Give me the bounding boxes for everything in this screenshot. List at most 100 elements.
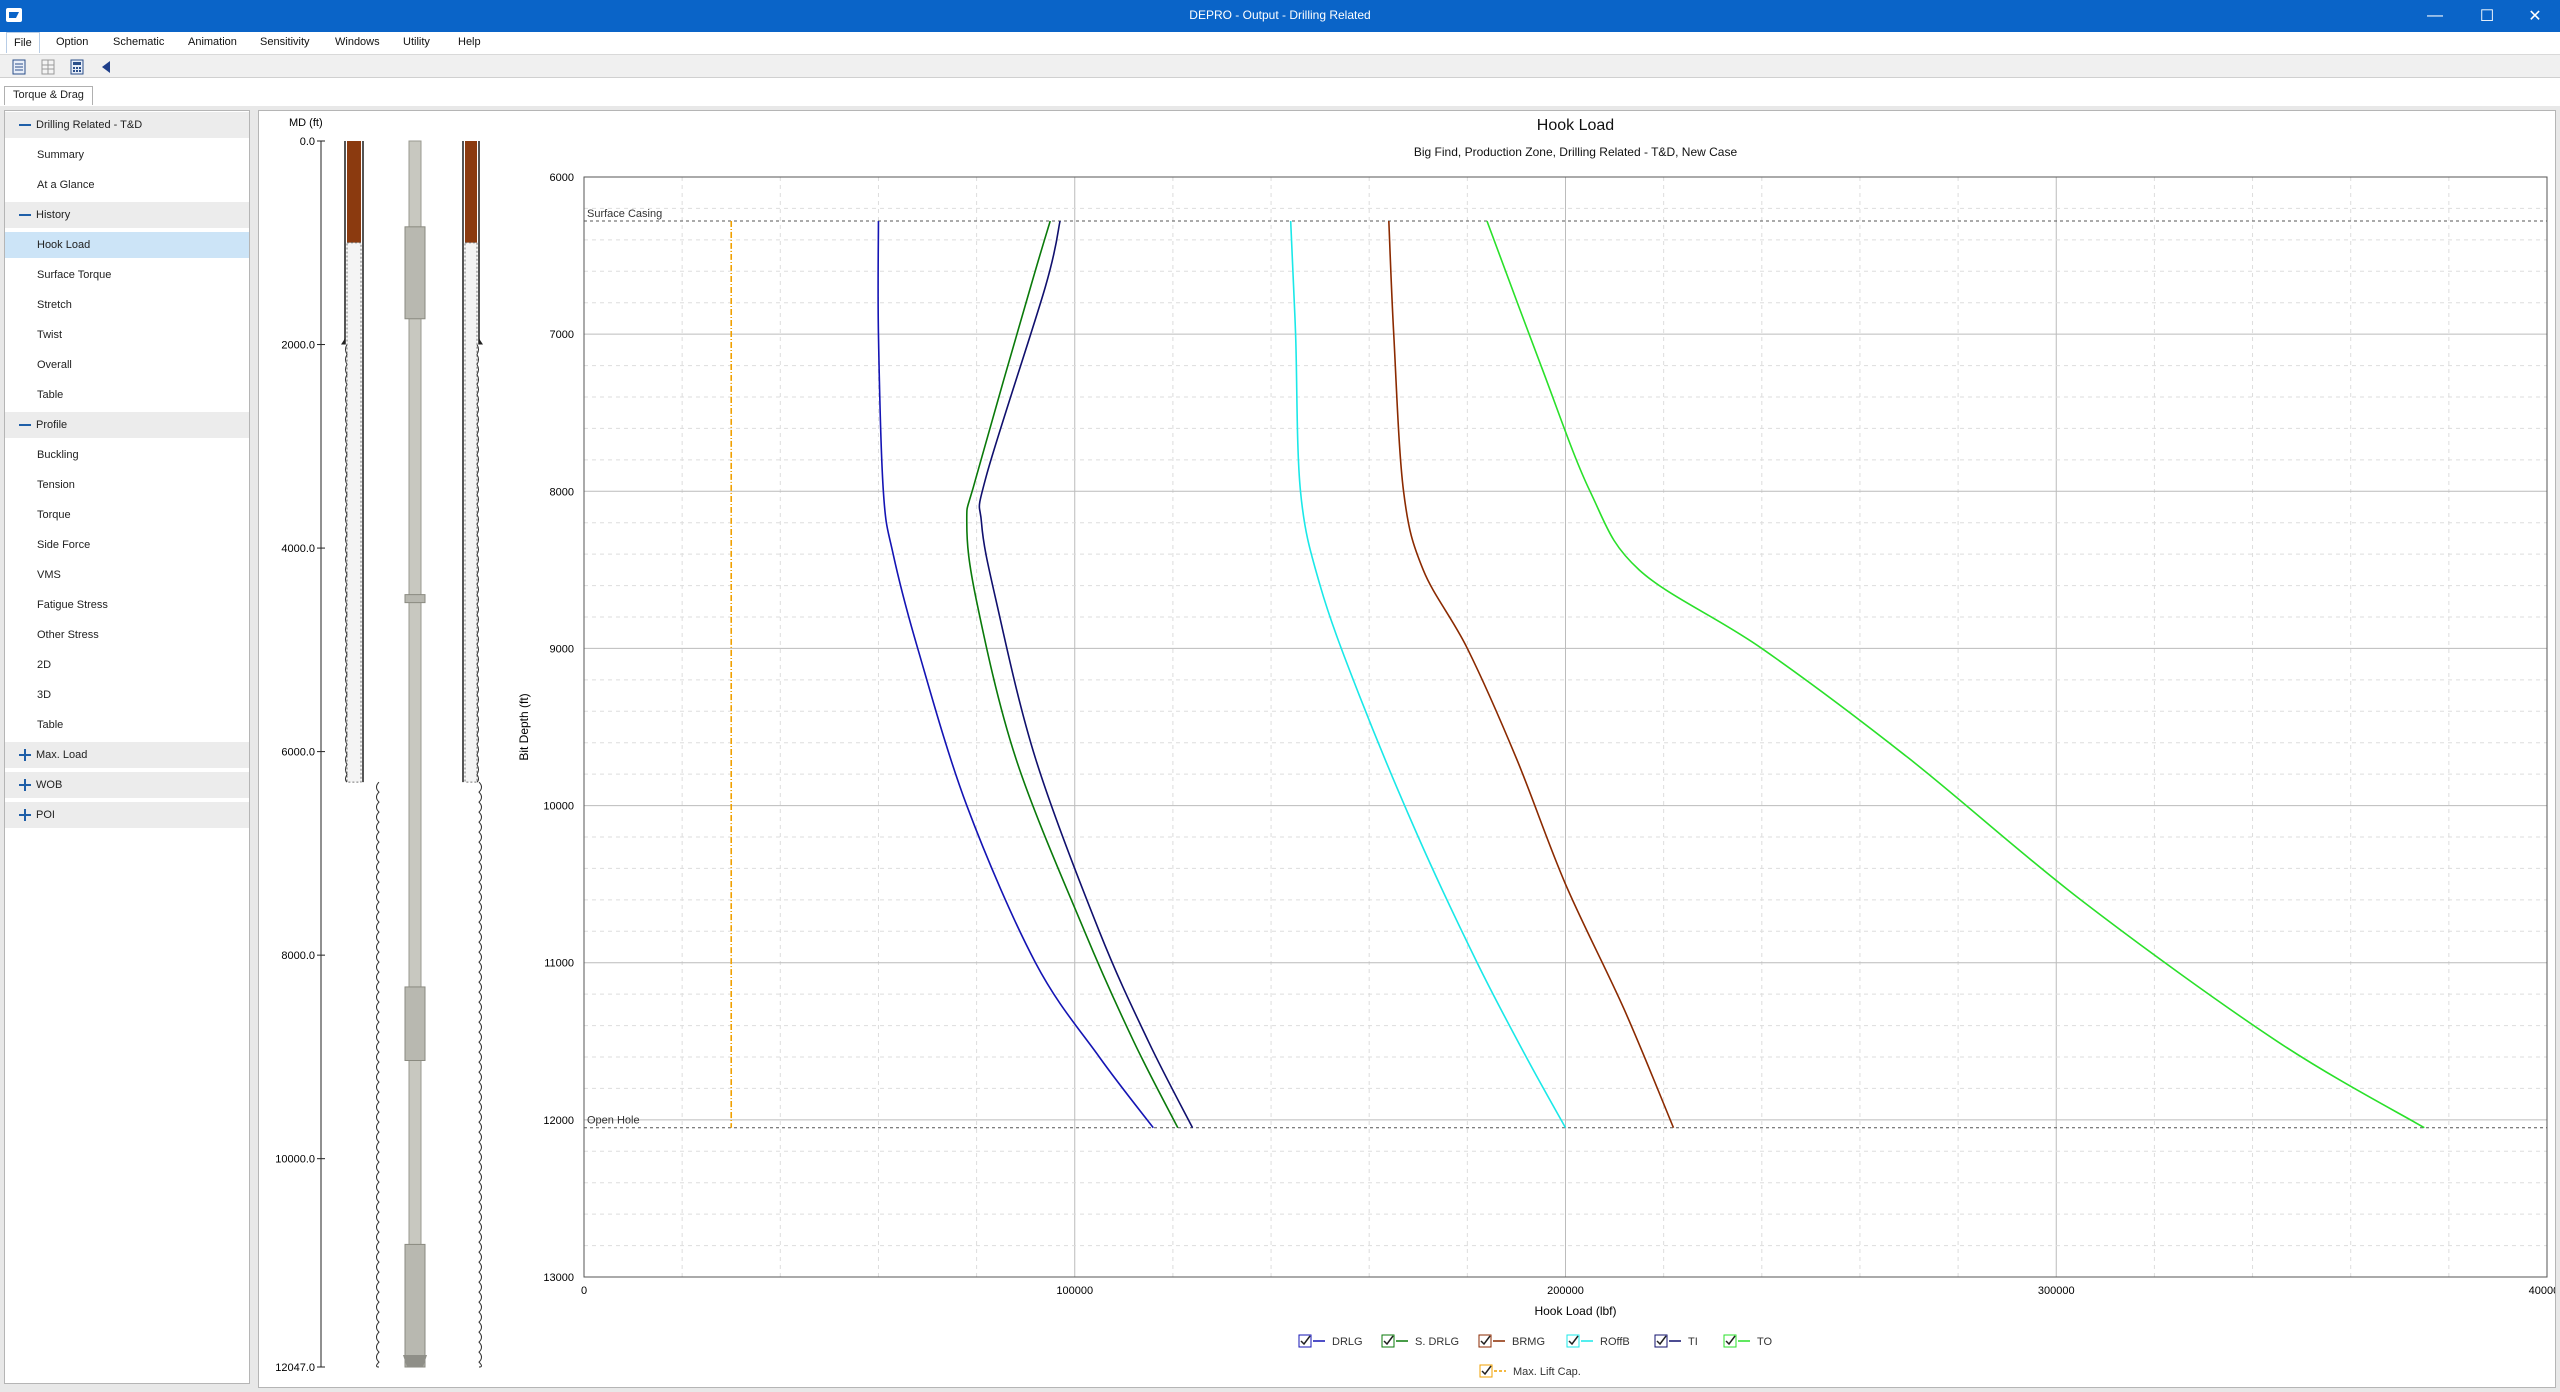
md-tick-label: 2000.0 <box>281 340 315 352</box>
legend-item-brmg[interactable]: BRMG <box>1478 1334 1545 1348</box>
collapse-icon[interactable] <box>19 209 31 221</box>
tree-item-table[interactable]: Table <box>5 712 249 738</box>
legend-item-s-drlg[interactable]: S. DRLG <box>1381 1334 1459 1348</box>
menu-animation[interactable]: Animation <box>188 36 237 48</box>
tree-item-label: POI <box>36 809 55 821</box>
legend-label: TO <box>1757 1336 1773 1348</box>
expand-icon[interactable] <box>19 779 31 791</box>
tab-torque-drag[interactable]: Torque & Drag <box>4 86 93 105</box>
navigation-tree: Drilling Related - T&D Summary At a Glance… <box>4 110 250 1384</box>
tree-item-tension[interactable]: Tension <box>5 472 249 498</box>
tree-item-stretch[interactable]: Stretch <box>5 292 249 318</box>
tree-item-drilling-related-t-d[interactable]: Drilling Related - T&D <box>5 112 249 138</box>
md-tick-label: 6000.0 <box>281 747 315 759</box>
collapse-icon[interactable] <box>19 419 31 431</box>
tree-item-3d[interactable]: 3D <box>5 682 249 708</box>
menu-bar: File Option Schematic Animation Sensitiv… <box>0 32 2560 54</box>
legend-label: Max. Lift Cap. <box>1513 1366 1581 1378</box>
tree-item-max-load[interactable]: Max. Load <box>5 742 249 768</box>
tool-joint <box>404 986 426 1061</box>
menu-windows[interactable]: Windows <box>335 36 380 48</box>
tree-item-label: Twist <box>37 329 63 341</box>
window-title: DEPRO - Output - Drilling Related <box>1189 8 1371 22</box>
well-schematic: MD (ft) 0.0 2000.0 4000.0 6000.0 8000.0 10000.… <box>275 117 483 1374</box>
menu-help[interactable]: Help <box>458 36 481 48</box>
tree-item-vms[interactable]: VMS <box>5 562 249 588</box>
md-tick-label: 0.0 <box>300 136 315 148</box>
menu-sensitivity[interactable]: Sensitivity <box>260 36 310 48</box>
casing-shoe <box>479 338 483 345</box>
maximize-button[interactable]: ☐ <box>2464 0 2510 32</box>
tree-item-history[interactable]: History <box>5 202 249 228</box>
menu-schematic[interactable]: Schematic <box>113 36 165 48</box>
md-tick-label: 8000.0 <box>281 950 315 962</box>
x-tick-label: 200000 <box>1547 1285 1584 1297</box>
tree-item-label: Side Force <box>37 539 91 551</box>
tree-item-other-stress[interactable]: Other Stress <box>5 622 249 648</box>
x-tick-label: 100000 <box>1056 1285 1093 1297</box>
series-line-drlg <box>877 220 1154 1129</box>
tree-item-label: Fatigue Stress <box>37 599 108 611</box>
legend-label: TI <box>1688 1336 1698 1348</box>
menu-utility[interactable]: Utility <box>403 36 430 48</box>
tree-item-at-a-glance[interactable]: At a Glance <box>5 172 249 198</box>
tree-item-twist[interactable]: Twist <box>5 322 249 348</box>
check-icon <box>1300 1335 1311 1346</box>
tree-item-side-force[interactable]: Side Force <box>5 532 249 558</box>
title-bar: DEPRO - Output - Drilling Related — ☐ ✕ <box>0 0 2560 32</box>
series-line-to <box>1486 220 2425 1129</box>
tree-item-2d[interactable]: 2D <box>5 652 249 678</box>
check-icon <box>1480 1335 1491 1346</box>
depro-logo-icon[interactable] <box>6 8 22 22</box>
expand-icon[interactable] <box>19 809 31 821</box>
menu-file[interactable]: File <box>6 32 40 53</box>
legend-label: BRMG <box>1512 1336 1545 1348</box>
series-line-s-drlg <box>965 220 1179 1129</box>
tree-item-label: 2D <box>37 659 52 671</box>
tree-item-label: Torque <box>37 509 71 521</box>
annulus-wall <box>476 344 479 783</box>
collapse-icon[interactable] <box>19 119 31 131</box>
tree-item-surface-torque[interactable]: Surface Torque <box>5 262 249 288</box>
formation-annulus <box>464 242 478 783</box>
y-tick-label: 13000 <box>543 1272 574 1284</box>
expand-icon[interactable] <box>19 749 31 761</box>
tree-item-label: Other Stress <box>37 629 99 641</box>
tree-item-overall[interactable]: Overall <box>5 352 249 378</box>
tree-item-label: Buckling <box>37 449 79 461</box>
legend-label: S. DRLG <box>1415 1336 1459 1348</box>
tree-item-label: Table <box>37 719 64 731</box>
legend-item-roffb[interactable]: ROffB <box>1566 1334 1630 1348</box>
tree-item-summary[interactable]: Summary <box>5 142 249 168</box>
legend-item-drlg[interactable]: DRLG <box>1298 1334 1363 1348</box>
legend-item-to[interactable]: TO <box>1723 1334 1773 1348</box>
md-axis-label: MD (ft) <box>289 117 323 129</box>
tree-item-table[interactable]: Table <box>5 382 249 408</box>
tree-item-label: Drilling Related - T&D <box>36 119 143 131</box>
check-icon <box>1725 1335 1736 1346</box>
minimize-button[interactable]: — <box>2412 0 2458 32</box>
menu-option[interactable]: Option <box>56 36 89 48</box>
close-button[interactable]: ✕ <box>2512 0 2558 32</box>
check-icon <box>1656 1335 1667 1346</box>
back-arrow-icon[interactable] <box>97 58 115 76</box>
tree-item-poi[interactable]: POI <box>5 802 249 828</box>
tool-joint <box>404 226 426 320</box>
chart-title: Hook Load <box>1537 117 1614 134</box>
tree-item-profile[interactable]: Profile <box>5 412 249 438</box>
maximize-icon: ☐ <box>2479 8 2495 25</box>
tree-item-fatigue-stress[interactable]: Fatigue Stress <box>5 592 249 618</box>
calculator-icon[interactable] <box>68 58 86 76</box>
tree-item-buckling[interactable]: Buckling <box>5 442 249 468</box>
legend-item-max-lift-cap[interactable]: Max. Lift Cap. <box>1479 1364 1581 1378</box>
legend-item-ti[interactable]: TI <box>1654 1334 1698 1348</box>
grid-icon[interactable] <box>39 58 57 76</box>
tree-item-wob[interactable]: WOB <box>5 772 249 798</box>
tree-item-label: Table <box>37 389 64 401</box>
close-icon: ✕ <box>2528 8 2542 25</box>
tree-item-torque[interactable]: Torque <box>5 502 249 528</box>
tree-item-hook-load[interactable]: Hook Load <box>5 232 249 258</box>
cement-column <box>347 141 361 243</box>
tree-item-label: Tension <box>37 479 75 491</box>
report-icon[interactable] <box>10 58 28 76</box>
